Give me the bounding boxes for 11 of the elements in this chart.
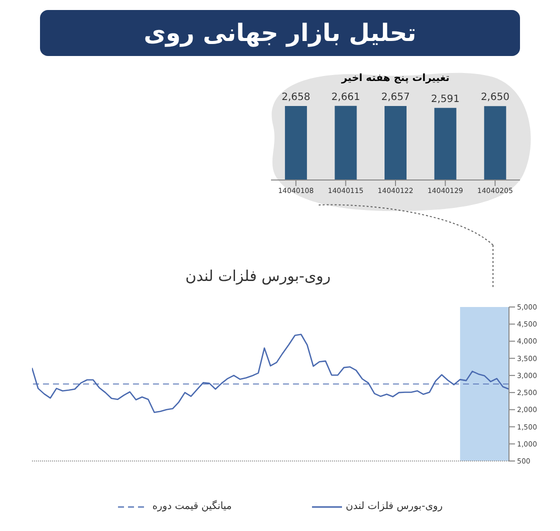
chart-title: روی-بورس فلزات لندن — [184, 267, 332, 285]
data-label: 2,591 — [431, 94, 460, 105]
chart-title: تغییرات پنج هفته اخیر — [340, 73, 450, 84]
data-label: 2,657 — [381, 92, 410, 103]
data-label: 2,661 — [331, 92, 360, 103]
data-label: 2,658 — [282, 92, 310, 103]
line-series — [32, 334, 509, 414]
data-label: 2,650 — [480, 92, 510, 104]
legend-label: روی-بورس فلزات لندن — [346, 501, 443, 512]
legend-label: میانگین قیمت دوره — [152, 501, 232, 512]
text: تحلیل بازار جهانی روی — [144, 19, 416, 47]
